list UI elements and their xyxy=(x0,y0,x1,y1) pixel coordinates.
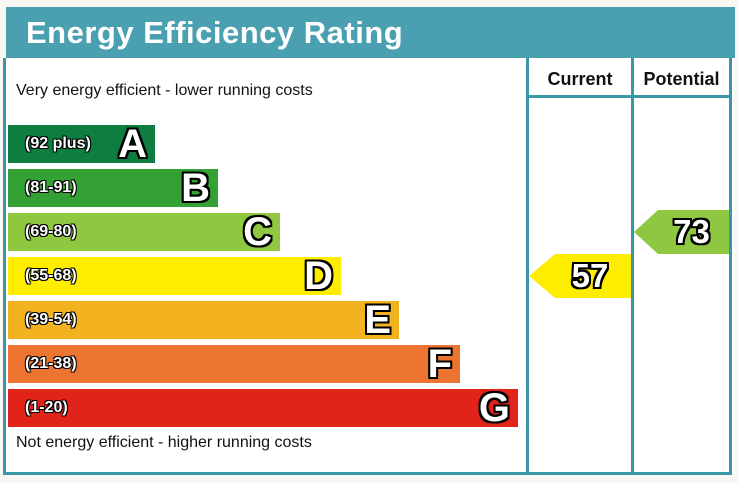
band-e-letter: E xyxy=(364,298,391,342)
band-f-bar: (21-38) F xyxy=(8,342,460,386)
band-a-letter: A xyxy=(118,122,147,166)
current-rating-value: 57 xyxy=(571,257,609,294)
band-e-bar: (39-54) E xyxy=(8,298,399,342)
current-column-divider xyxy=(526,58,529,472)
potential-rating-value: 73 xyxy=(673,213,710,250)
frame-bottom-border xyxy=(3,472,732,475)
band-b-letter: B xyxy=(181,166,210,210)
band-c-range: (69-80) xyxy=(25,223,77,240)
band-d-bar: (55-68) D xyxy=(8,254,341,298)
band-b-bar: (81-91) B xyxy=(8,166,218,210)
page-title: Energy Efficiency Rating xyxy=(6,7,735,58)
current-column-header: Current xyxy=(547,69,613,89)
band-f-letter: F xyxy=(427,342,452,386)
band-c-letter: C xyxy=(243,210,272,254)
potential-column-divider xyxy=(631,58,634,472)
header-underline xyxy=(526,95,732,98)
band-b-range: (81-91) xyxy=(25,179,77,196)
rating-chart-area: Current Potential Very energy efficient … xyxy=(3,58,734,475)
band-d-letter: D xyxy=(304,254,333,298)
bottom-note: Not energy efficient - higher running co… xyxy=(16,434,312,451)
band-c-bar: (69-80) C xyxy=(8,210,280,254)
current-rating-arrow: 57 xyxy=(529,254,631,298)
top-note: Very energy efficient - lower running co… xyxy=(16,82,313,99)
band-f-range: (21-38) xyxy=(25,355,77,372)
potential-column-header: Potential xyxy=(643,69,720,89)
band-g-range: (1-20) xyxy=(25,399,68,416)
band-e-range: (39-54) xyxy=(25,311,77,328)
frame-right-border xyxy=(729,58,732,472)
band-a-range: (92 plus) xyxy=(25,135,91,152)
band-d-range: (55-68) xyxy=(25,267,77,284)
band-g-letter: G xyxy=(478,386,510,430)
potential-rating-arrow: 73 xyxy=(634,210,729,254)
band-a-bar: (92 plus) A xyxy=(8,122,155,166)
band-g-bar: (1-20) G xyxy=(8,386,518,430)
frame-left-border xyxy=(3,58,6,472)
